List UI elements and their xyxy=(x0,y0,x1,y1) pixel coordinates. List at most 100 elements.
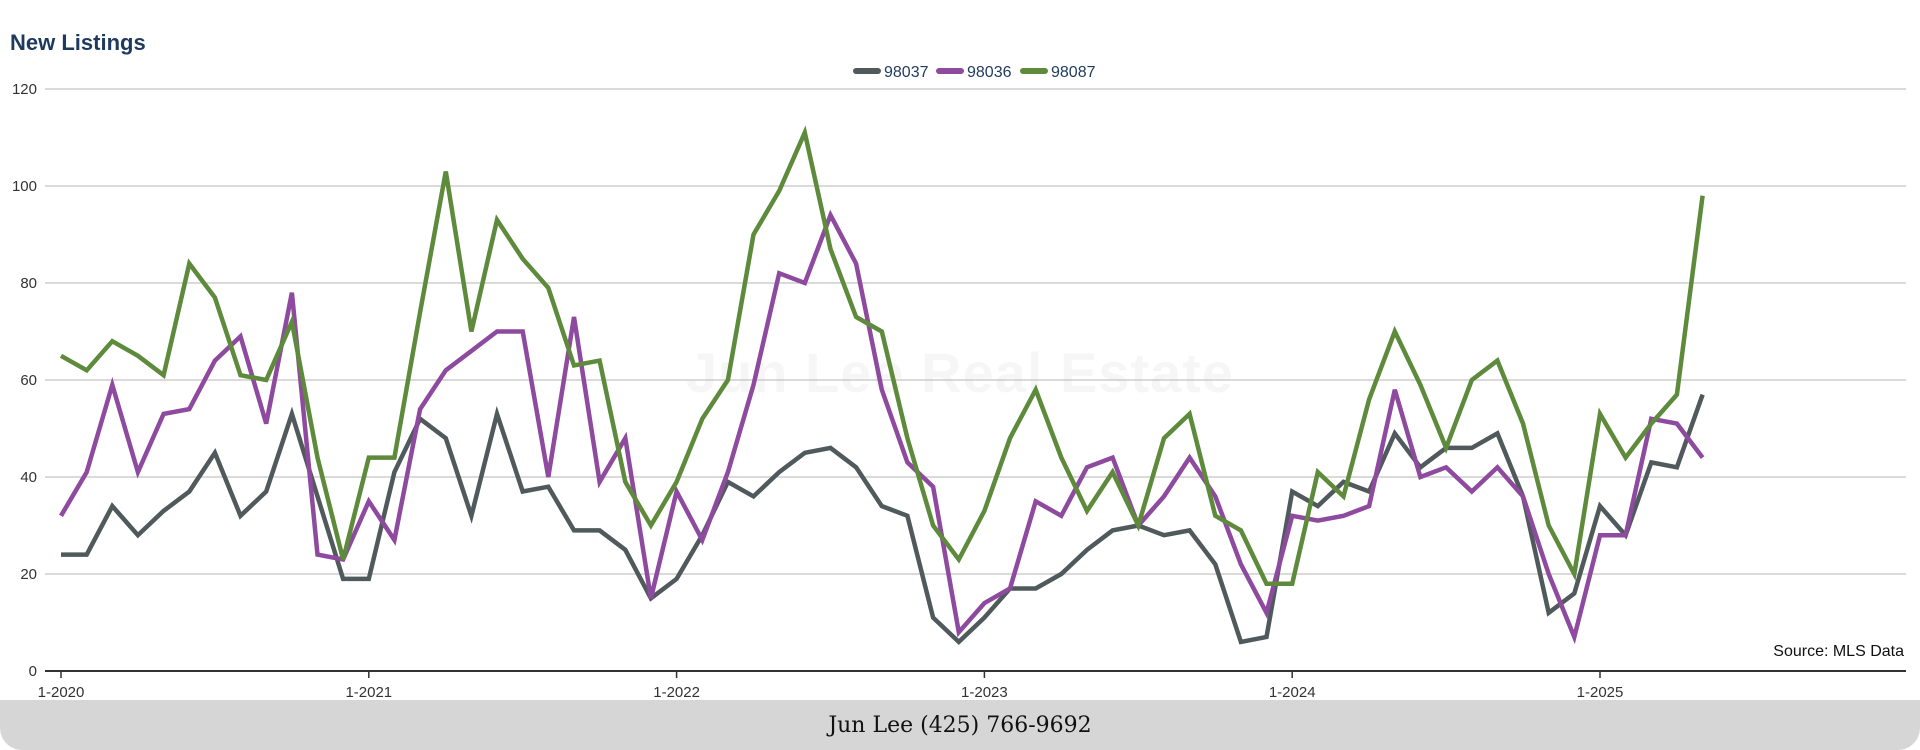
y-tick-label: 40 xyxy=(20,469,37,486)
data-point-98087 xyxy=(392,456,396,460)
data-point-98036 xyxy=(1265,611,1269,615)
data-point-98036 xyxy=(1059,514,1063,518)
x-tick-label: 1-2023 xyxy=(961,684,1008,700)
legend-label-98087: 98087 xyxy=(1051,64,1096,81)
data-point-98036 xyxy=(1342,514,1346,518)
data-point-98087 xyxy=(572,363,576,367)
data-point-98087 xyxy=(982,509,986,513)
data-point-98037 xyxy=(1290,490,1294,494)
data-point-98036 xyxy=(1470,490,1474,494)
x-tick-label: 1-2025 xyxy=(1577,684,1624,700)
data-point-98036 xyxy=(392,538,396,542)
data-point-98087 xyxy=(1136,524,1140,528)
data-point-98087 xyxy=(239,373,243,377)
data-point-98087 xyxy=(85,368,89,372)
data-point-98036 xyxy=(495,330,499,334)
data-point-98037 xyxy=(1316,504,1320,508)
data-point-98036 xyxy=(1239,562,1243,566)
data-point-98037 xyxy=(1393,431,1397,435)
data-point-98037 xyxy=(829,446,833,450)
data-point-98036 xyxy=(1572,635,1576,639)
data-point-98036 xyxy=(110,383,114,387)
data-point-98037 xyxy=(1470,446,1474,450)
data-point-98087 xyxy=(752,233,756,237)
data-point-98036 xyxy=(1393,388,1397,392)
data-point-98087 xyxy=(469,330,473,334)
data-point-98087 xyxy=(1188,412,1192,416)
data-point-98036 xyxy=(316,553,320,557)
data-point-98087 xyxy=(521,257,525,261)
data-point-98037 xyxy=(1213,562,1217,566)
data-point-98037 xyxy=(162,509,166,513)
data-point-98037 xyxy=(392,470,396,474)
data-point-98087 xyxy=(110,339,114,343)
data-point-98036 xyxy=(1675,422,1679,426)
data-point-98037 xyxy=(316,494,320,498)
data-point-98037 xyxy=(982,616,986,620)
data-point-98037 xyxy=(1239,640,1243,644)
x-tick-label: 1-2024 xyxy=(1269,684,1316,700)
data-point-98036 xyxy=(1521,494,1525,498)
data-point-98087 xyxy=(905,436,909,440)
data-point-98036 xyxy=(649,596,653,600)
data-point-98087 xyxy=(546,286,550,290)
data-point-98087 xyxy=(1624,456,1628,460)
x-tick-label: 1-2020 xyxy=(38,684,85,700)
data-point-98087 xyxy=(290,320,294,324)
data-point-98087 xyxy=(957,558,961,562)
data-point-98037 xyxy=(495,412,499,416)
data-point-98087 xyxy=(1265,582,1269,586)
data-point-98087 xyxy=(1367,397,1371,401)
data-point-98036 xyxy=(1085,465,1089,469)
data-point-98087 xyxy=(803,131,807,135)
data-point-98036 xyxy=(854,262,858,266)
y-tick-label: 20 xyxy=(20,566,37,583)
data-point-98087 xyxy=(1342,494,1346,498)
data-point-98036 xyxy=(1111,456,1115,460)
data-point-98037 xyxy=(264,490,268,494)
data-point-98087 xyxy=(1598,412,1602,416)
data-point-98087 xyxy=(264,378,268,382)
data-point-98087 xyxy=(623,480,627,484)
data-point-98037 xyxy=(367,577,371,581)
data-point-98037 xyxy=(675,577,679,581)
data-point-98037 xyxy=(931,616,935,620)
series-line-98036 xyxy=(59,209,1705,645)
data-point-98036 xyxy=(1547,572,1551,576)
data-point-98087 xyxy=(700,417,704,421)
data-point-98036 xyxy=(1316,519,1320,523)
data-point-98087 xyxy=(1675,393,1679,397)
data-point-98087 xyxy=(316,456,320,460)
data-point-98087 xyxy=(187,262,191,266)
data-point-98037 xyxy=(1188,528,1192,532)
y-tick-label: 0 xyxy=(29,663,37,680)
data-point-98036 xyxy=(521,330,525,334)
data-point-98087 xyxy=(1521,422,1525,426)
x-tick-label: 1-2021 xyxy=(345,684,392,700)
y-tick-label: 80 xyxy=(20,275,37,292)
data-point-98036 xyxy=(290,291,294,295)
data-point-98087 xyxy=(1547,524,1551,528)
data-point-98087 xyxy=(675,480,679,484)
data-point-98087 xyxy=(444,170,448,174)
data-point-98036 xyxy=(1624,533,1628,537)
data-point-98037 xyxy=(1059,572,1063,576)
data-point-98036 xyxy=(1008,587,1012,591)
data-point-98087 xyxy=(162,373,166,377)
data-point-98087 xyxy=(726,378,730,382)
data-point-98036 xyxy=(1188,456,1192,460)
data-point-98087 xyxy=(1239,528,1243,532)
data-point-98087 xyxy=(1701,194,1705,198)
data-point-98036 xyxy=(59,514,63,518)
data-point-98037 xyxy=(623,548,627,552)
data-point-98036 xyxy=(572,315,576,319)
data-point-98036 xyxy=(752,383,756,387)
data-point-98087 xyxy=(598,359,602,363)
data-point-98036 xyxy=(469,349,473,353)
series-line-98037 xyxy=(61,393,1705,645)
data-point-98037 xyxy=(136,533,140,537)
data-point-98087 xyxy=(880,330,884,334)
data-point-98036 xyxy=(1367,504,1371,508)
data-point-98087 xyxy=(136,354,140,358)
y-tick-label: 100 xyxy=(12,178,37,195)
